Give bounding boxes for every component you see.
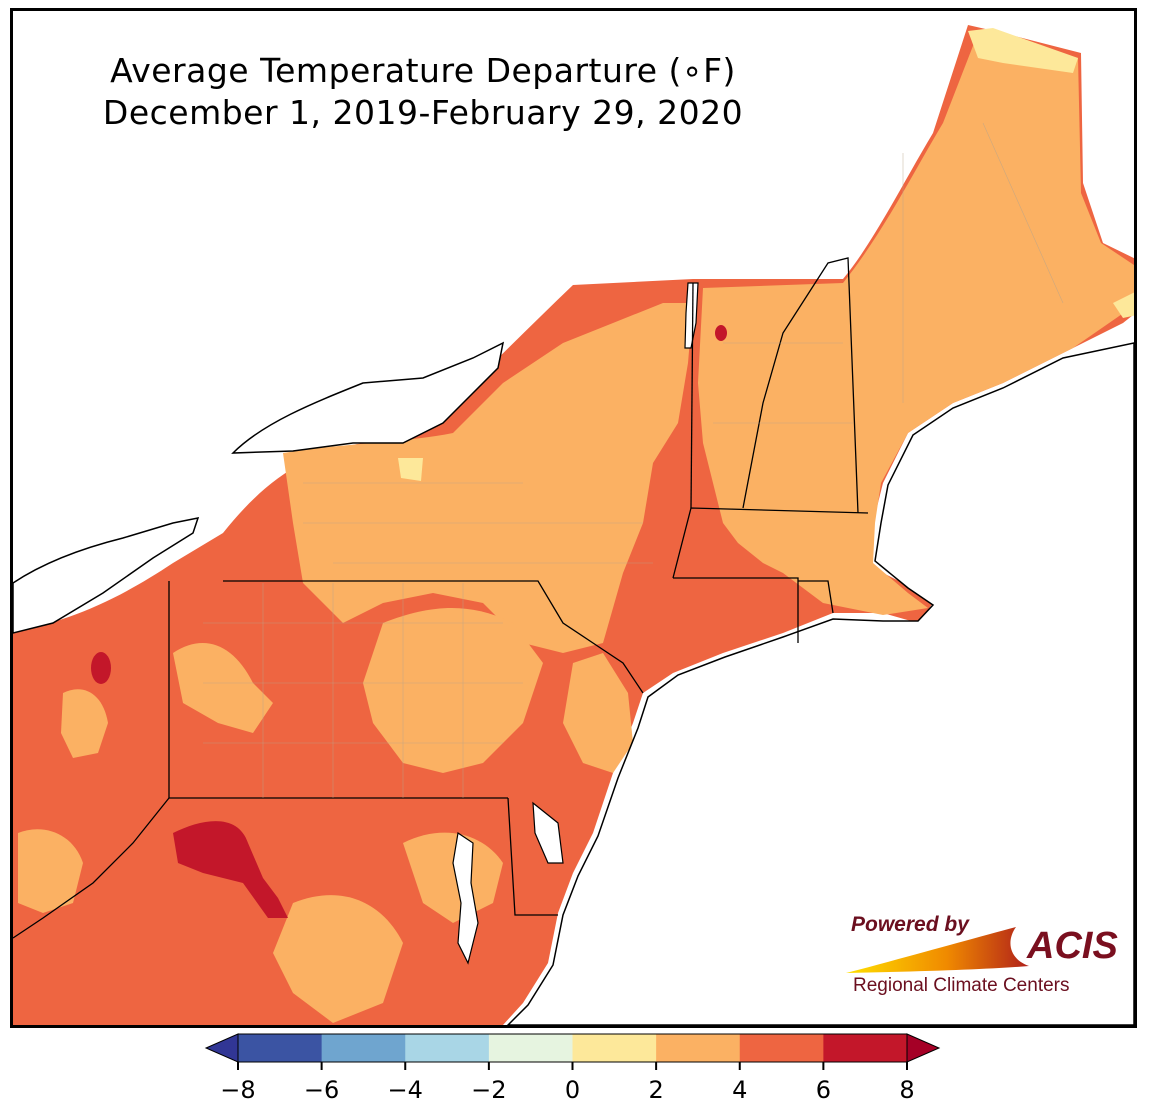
colorbar-tick-label: 8	[899, 1076, 914, 1104]
map-title-line1: Average Temperature Departure (∘F)	[110, 51, 736, 90]
band-0-2-northme	[968, 28, 1078, 73]
band-2-4-va	[273, 895, 403, 1023]
atlantic-ocean	[506, 342, 1134, 1025]
colorbar-tick-label: 0	[565, 1076, 580, 1104]
colorbar-segment	[488, 1034, 573, 1062]
band-6-8-vt	[715, 325, 727, 341]
lake-ontario	[231, 341, 505, 454]
map-panel: Average Temperature Departure (∘F) Decem…	[10, 8, 1137, 1028]
colorbar-tick-label: 2	[648, 1076, 663, 1104]
state-boundaries	[13, 257, 869, 939]
colorbar-segment	[321, 1034, 406, 1062]
delaware-bay	[532, 801, 564, 864]
band-0-2-eastme	[1113, 292, 1134, 318]
chesapeake-bay	[452, 831, 479, 965]
band-6-8-oh	[91, 652, 111, 684]
lake-champlain	[684, 282, 699, 349]
colorbar-tick-label: −2	[471, 1076, 506, 1104]
rcc-subtitle-text: Regional Climate Centers	[853, 975, 1070, 996]
band-2-4-md	[403, 832, 503, 923]
colorbar-over-arrow	[906, 1033, 941, 1063]
band-2-4-nj	[563, 653, 633, 773]
colorbar-tick-label: 6	[816, 1076, 831, 1104]
powered-by-text: Powered by	[851, 913, 969, 936]
band-0-2-ny	[398, 458, 423, 481]
colorbar-tick-label: 4	[732, 1076, 747, 1104]
band-6-8-wv	[173, 821, 288, 918]
map-title-line2: December 1, 2019-February 29, 2020	[102, 93, 744, 132]
band-2-4-newengland	[698, 33, 1134, 615]
colorbar-segment	[823, 1034, 908, 1062]
acis-swoosh-icon	[846, 927, 1029, 973]
colorbar-tick-label: −4	[388, 1076, 423, 1104]
band-2-4-centralpa	[363, 608, 543, 773]
colorbar-tick-label: −6	[304, 1076, 339, 1104]
colorbar-segment	[405, 1034, 490, 1062]
county-lines	[203, 122, 1064, 798]
band-2-4-newyork	[283, 303, 693, 653]
colorbar-segment	[572, 1034, 657, 1062]
colorbar-segment	[656, 1034, 741, 1062]
lake-erie	[13, 517, 200, 634]
band-2-4-wv	[18, 829, 83, 913]
colorbar-segment	[739, 1034, 824, 1062]
temperature-departure-map	[13, 25, 1134, 1025]
acis-logo: Powered by ACIS Regional Climate Centers	[841, 911, 1131, 1006]
band-2-4-penn	[173, 643, 273, 733]
band-2-4-oh	[61, 689, 108, 758]
colorbar-tick-label: −8	[220, 1076, 255, 1104]
colorbar-under-arrow	[204, 1033, 239, 1063]
colorbar-segment	[238, 1034, 323, 1062]
acis-brand-text: ACIS	[1027, 925, 1118, 967]
